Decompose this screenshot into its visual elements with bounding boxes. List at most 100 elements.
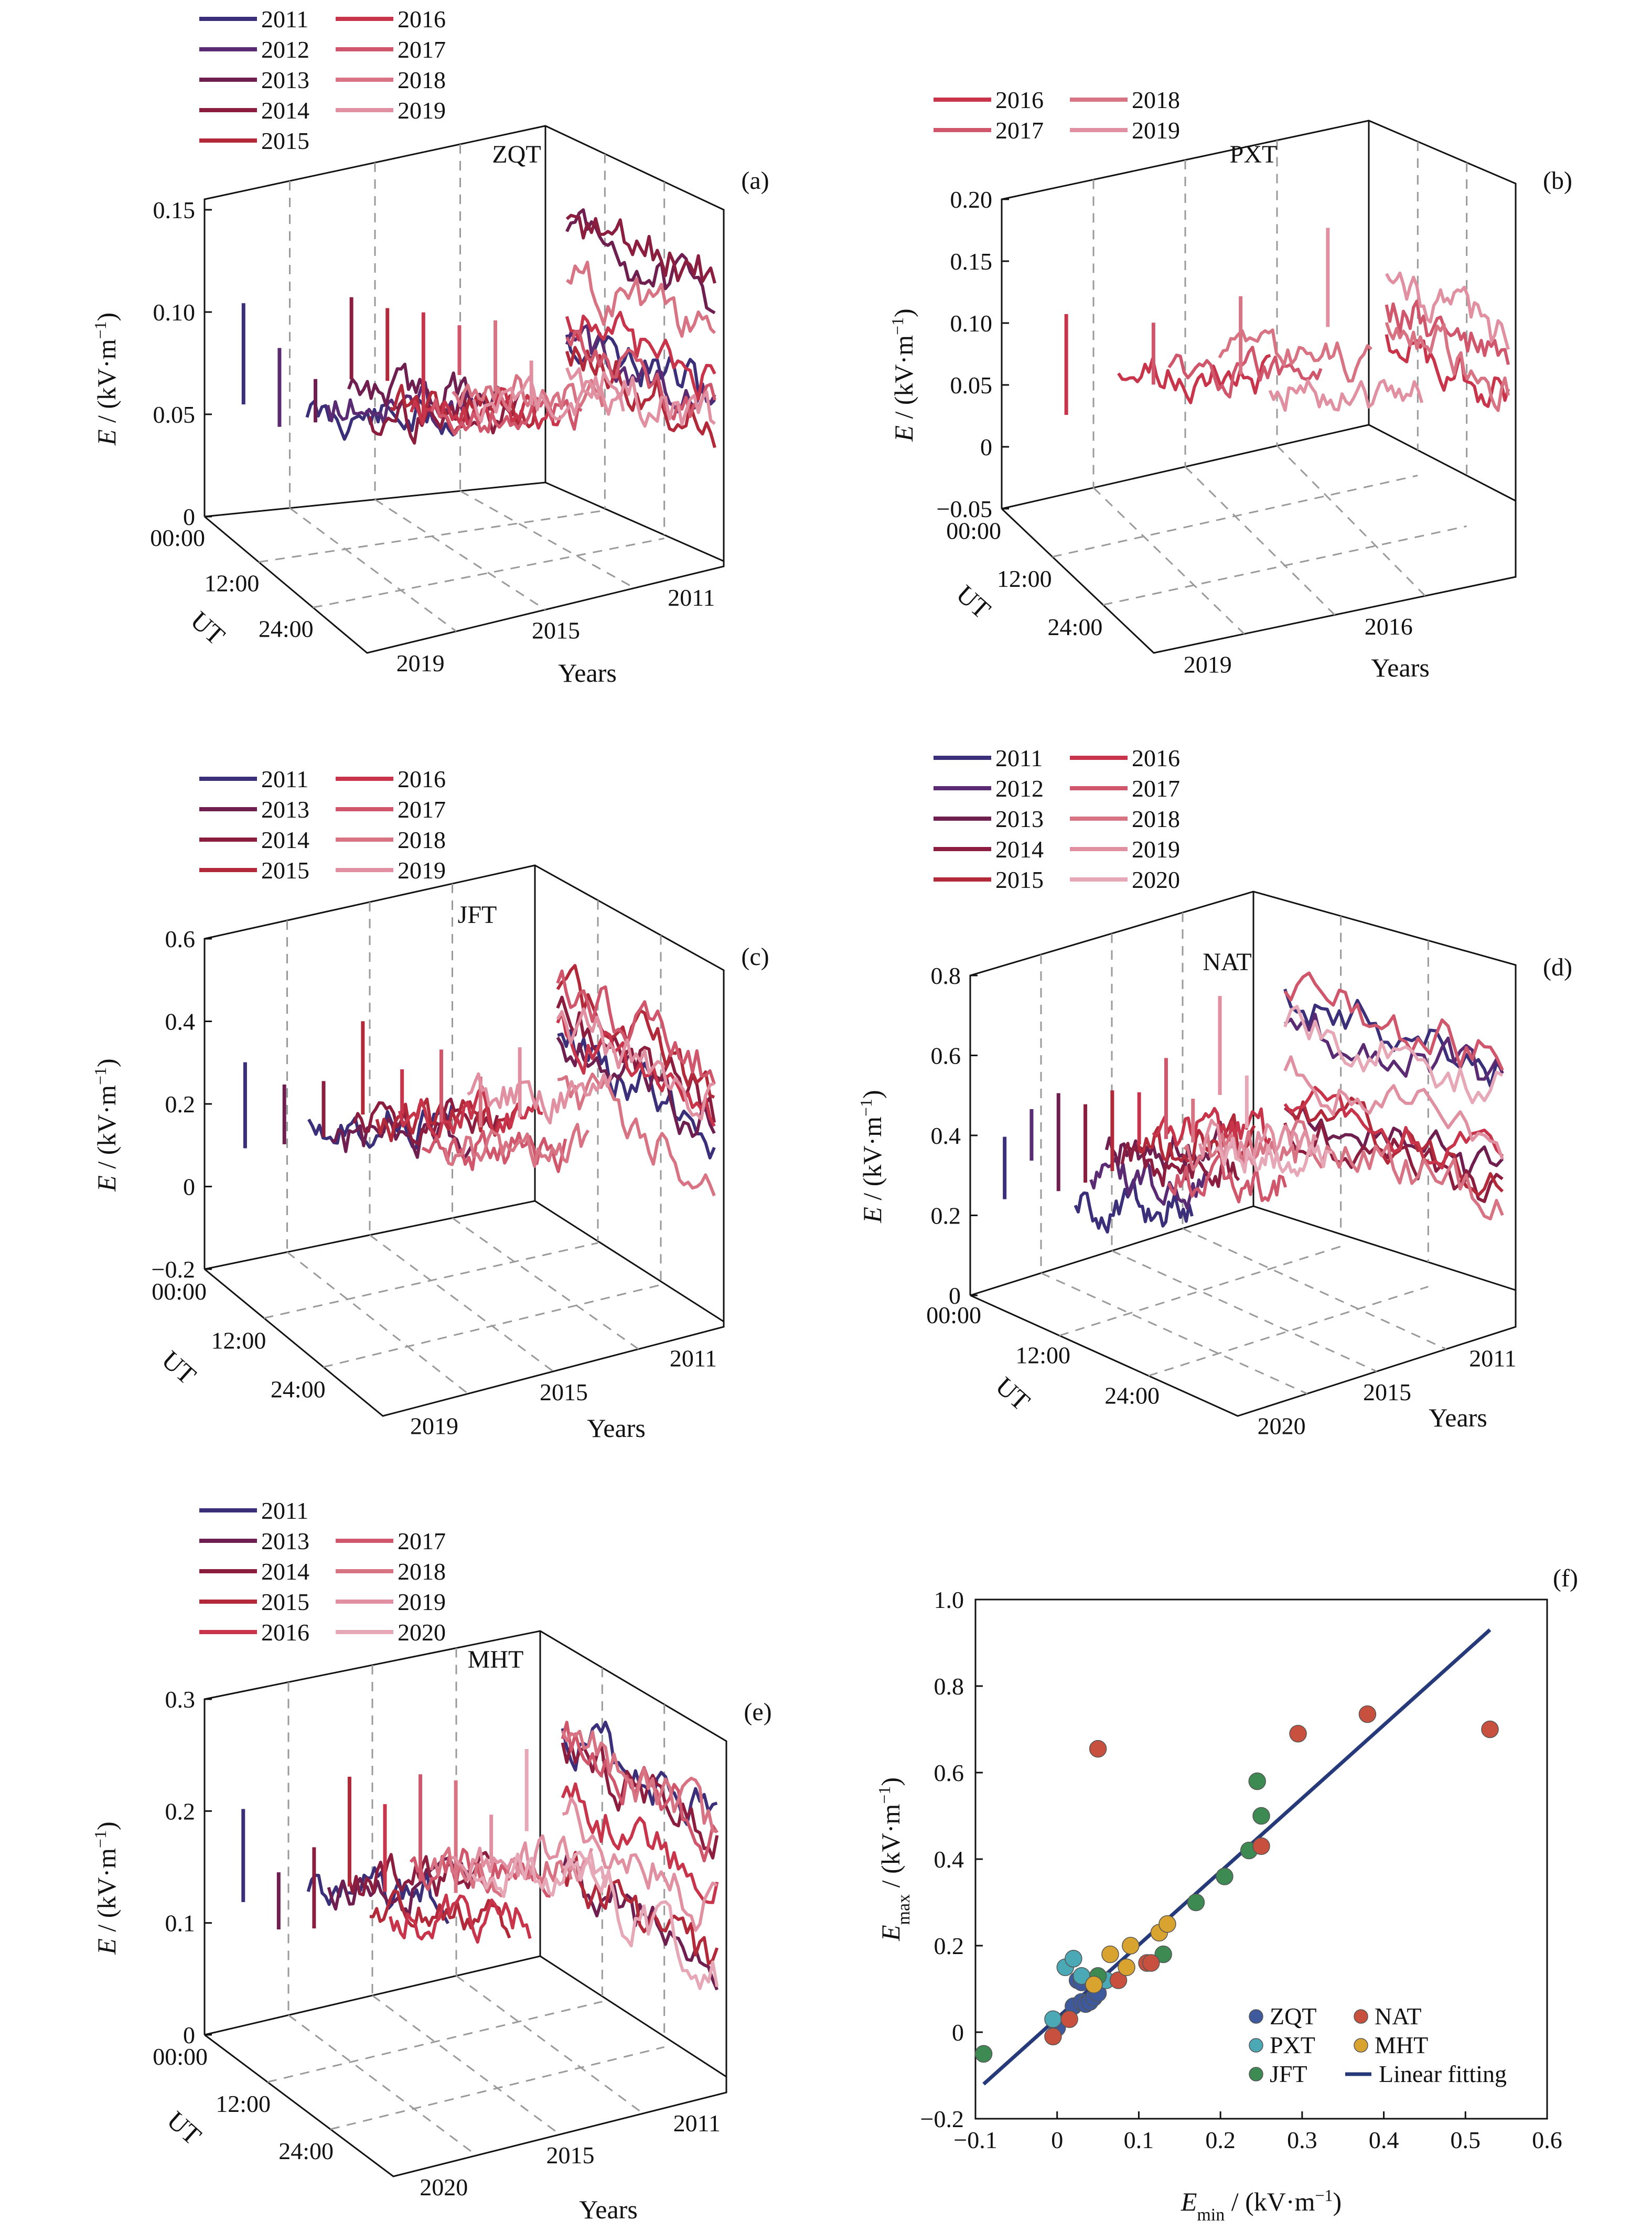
year-tick-label: 2011	[668, 584, 715, 611]
legend-label: 2011	[261, 766, 308, 792]
x-axis-label: Emin / (kV·m−1)	[1181, 2186, 1342, 2225]
legend-label: 2018	[398, 1558, 446, 1585]
wall-projection-2015	[561, 1851, 719, 1966]
year-tick-label: 2015	[1363, 1379, 1411, 1405]
y-axis-label-close: )	[889, 308, 918, 317]
ut-tick-label: 00:00	[946, 518, 1001, 544]
legend-label: 2018	[1132, 87, 1180, 113]
point-MHT	[1122, 1937, 1140, 1955]
y-tick-label: −0.2	[152, 1256, 195, 1283]
wall-projection-2015	[565, 346, 716, 448]
panel-c: −0.2 0 0.2 0.4 0.6 E / (kV·m−1) 00:0012:0024:0…	[91, 766, 769, 1443]
y-axis-label: Emax / (kV·m−1)	[875, 1777, 914, 1941]
y-axis-label-symbol: E	[857, 1200, 887, 1224]
trace-2014	[1120, 1142, 1240, 1188]
trace-2019	[1268, 379, 1424, 412]
floor-gridline	[267, 2001, 603, 2083]
ut-tick-label: 12:00	[997, 565, 1052, 592]
ut-tick-label: 12:00	[1015, 1342, 1070, 1369]
legend-label: 2016	[995, 87, 1044, 113]
wall-projection-2016	[556, 1010, 716, 1127]
point-JFT	[1216, 1868, 1233, 1885]
year-tick-label: 2011	[673, 2110, 721, 2137]
wall-projection-2019	[556, 1007, 715, 1121]
floor-gridline	[1092, 487, 1245, 635]
y-axis-label-exp: −1	[91, 1067, 110, 1085]
y-axis-label-close: )	[857, 1090, 887, 1099]
wall-projection-2013	[565, 208, 716, 315]
legend-label: 2014	[261, 827, 309, 853]
y-tick-label: 0.10	[153, 299, 196, 326]
trace-2017	[421, 1130, 567, 1173]
legend-label: 2012	[261, 36, 309, 63]
legend-label: 2011	[261, 6, 308, 33]
years-axis-label: Years	[579, 2195, 638, 2224]
wall-projection-2011	[557, 1029, 716, 1160]
year-tick-label: 2015	[540, 1379, 588, 1405]
trace-2016	[1117, 353, 1271, 404]
point-PXT	[1044, 2010, 1062, 2028]
y-tick-label: 0.20	[950, 186, 993, 213]
legend-label: 2017	[398, 796, 446, 823]
box-floor-back	[970, 1205, 1516, 1296]
ut-axis-label: UT	[951, 579, 996, 624]
y-tick-label: 0.6	[934, 1759, 964, 1786]
y-axis-label-exp: −1	[875, 1786, 894, 1804]
legend-label: 2016	[398, 766, 446, 792]
year-tick-label: 2019	[1184, 651, 1232, 678]
legend-label: 2013	[995, 806, 1044, 832]
y-tick-label: 0	[980, 434, 992, 460]
y-tick-label: 0.05	[950, 372, 993, 399]
trace-2015	[369, 1889, 511, 1939]
y-tick-label: 0.6	[165, 926, 196, 952]
point-PXT	[1065, 1950, 1082, 1968]
panel-label: (f)	[1553, 1564, 1578, 1592]
point-NAT	[1481, 1720, 1499, 1739]
ut-tick-label: 24:00	[259, 615, 314, 642]
floor-gridline	[286, 1251, 469, 1394]
legend-label: ZQT	[1270, 2003, 1316, 2030]
legend-swatch-ZQT	[1249, 2009, 1263, 2024]
floor-gridline	[313, 538, 664, 608]
point-NAT	[1044, 2027, 1062, 2045]
y-tick-label: 0.4	[931, 1122, 961, 1149]
year-tick-label: 2015	[532, 617, 580, 644]
legend-label: 2019	[1132, 836, 1180, 863]
wall-projection-2016	[1385, 334, 1510, 408]
point-JFT	[1154, 1945, 1172, 1963]
x-tick-label: 0.5	[1451, 2127, 1481, 2153]
station-label: MHT	[468, 1646, 524, 1673]
y-tick-label: 0.2	[165, 1091, 196, 1118]
y-axis-label-exp: −1	[91, 321, 110, 339]
wall-projection-2018	[566, 261, 716, 338]
wall-projection-2017	[565, 329, 716, 421]
y-tick-label: 0.4	[165, 1008, 196, 1035]
legend-label: 2015	[995, 866, 1044, 893]
ut-axis-label: UT	[162, 2105, 207, 2150]
wall-projection-2018	[1385, 321, 1510, 412]
wall-projection-2013	[561, 1854, 719, 1991]
y-tick-label: 0	[183, 1174, 195, 1200]
year-tick-label: 2011	[670, 1345, 717, 1371]
y-tick-label: 0.05	[153, 401, 196, 428]
y-tick-label: 1.0	[934, 1586, 964, 1613]
point-JFT	[1252, 1807, 1270, 1825]
floor-gridline	[369, 1234, 554, 1372]
y-axis-label-symbol: E	[876, 1925, 905, 1941]
y-axis-label-unit: / (kV·m	[92, 1848, 121, 1932]
legend-label: 2020	[1132, 866, 1180, 893]
legend-label: 2019	[398, 97, 446, 124]
ut-tick-label: 12:00	[216, 2090, 271, 2117]
box-back-edge	[203, 125, 725, 561]
y-tick-label: 0.6	[931, 1043, 961, 1069]
y-axis-label-exp: −1	[856, 1099, 875, 1117]
wall-projection-2016	[1283, 1086, 1504, 1169]
ut-tick-label: 24:00	[1104, 1382, 1160, 1409]
ut-tick-label: 24:00	[278, 2138, 334, 2164]
y-tick-label: 0.8	[931, 962, 961, 989]
legend-label: Linear fitting	[1379, 2061, 1507, 2087]
ut-tick-label: 24:00	[1048, 614, 1103, 640]
legend-label: 2014	[261, 1558, 309, 1585]
y-axis-label-unit: / (kV·m	[92, 339, 121, 423]
